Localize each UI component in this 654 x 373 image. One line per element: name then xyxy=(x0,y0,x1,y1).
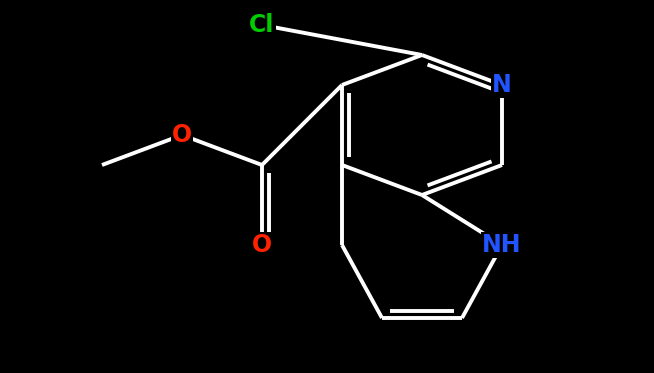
Text: NH: NH xyxy=(482,233,522,257)
Text: O: O xyxy=(252,233,272,257)
Text: O: O xyxy=(172,123,192,147)
Text: Cl: Cl xyxy=(249,13,275,37)
Text: N: N xyxy=(492,73,512,97)
